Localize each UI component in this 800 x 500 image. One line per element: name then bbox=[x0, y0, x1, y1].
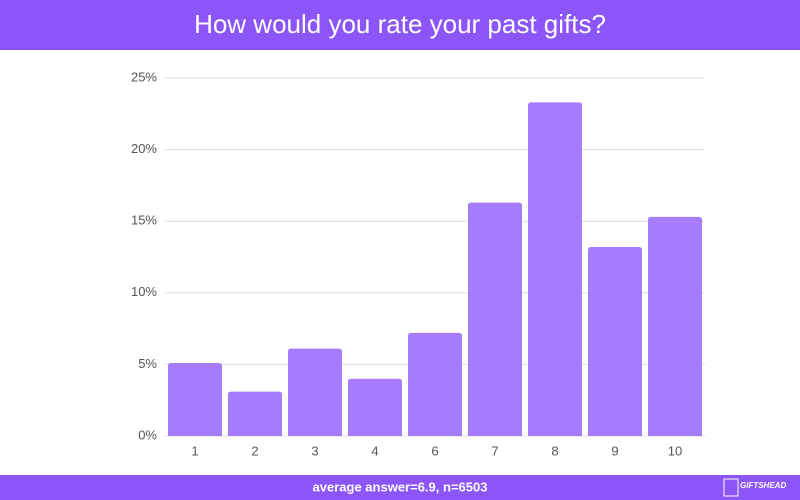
footer-note: average answer=6.9, n=6503 bbox=[313, 479, 488, 494]
logo: GIFTSHEAD bbox=[740, 481, 786, 490]
x-tick-label: 6 bbox=[431, 443, 438, 458]
x-tick-label: 10 bbox=[668, 443, 682, 458]
x-tick-label: 2 bbox=[251, 443, 258, 458]
header-bar bbox=[0, 0, 800, 50]
bar bbox=[528, 102, 582, 437]
x-tick-label: 7 bbox=[491, 443, 498, 458]
bar bbox=[228, 391, 282, 436]
y-tick-label: 5% bbox=[138, 356, 157, 371]
bar bbox=[408, 332, 462, 436]
y-tick-label: 20% bbox=[131, 141, 157, 156]
y-tick-label: 25% bbox=[131, 69, 157, 84]
logo-icon bbox=[723, 478, 739, 497]
y-tick-label: 15% bbox=[131, 213, 157, 228]
bar bbox=[348, 378, 402, 436]
y-tick-label: 0% bbox=[138, 427, 157, 442]
x-tick-label: 4 bbox=[371, 443, 378, 458]
bar bbox=[648, 216, 702, 436]
x-tick-label: 8 bbox=[551, 443, 558, 458]
bar bbox=[288, 348, 342, 436]
bar bbox=[168, 362, 222, 436]
chart-title: How would you rate your past gifts? bbox=[194, 9, 606, 39]
footer-bar bbox=[0, 475, 800, 500]
bar bbox=[468, 202, 522, 436]
y-tick-label: 10% bbox=[131, 284, 157, 299]
bar bbox=[588, 246, 642, 436]
x-tick-label: 1 bbox=[191, 443, 198, 458]
x-tick-label: 9 bbox=[611, 443, 618, 458]
x-tick-label: 3 bbox=[311, 443, 318, 458]
